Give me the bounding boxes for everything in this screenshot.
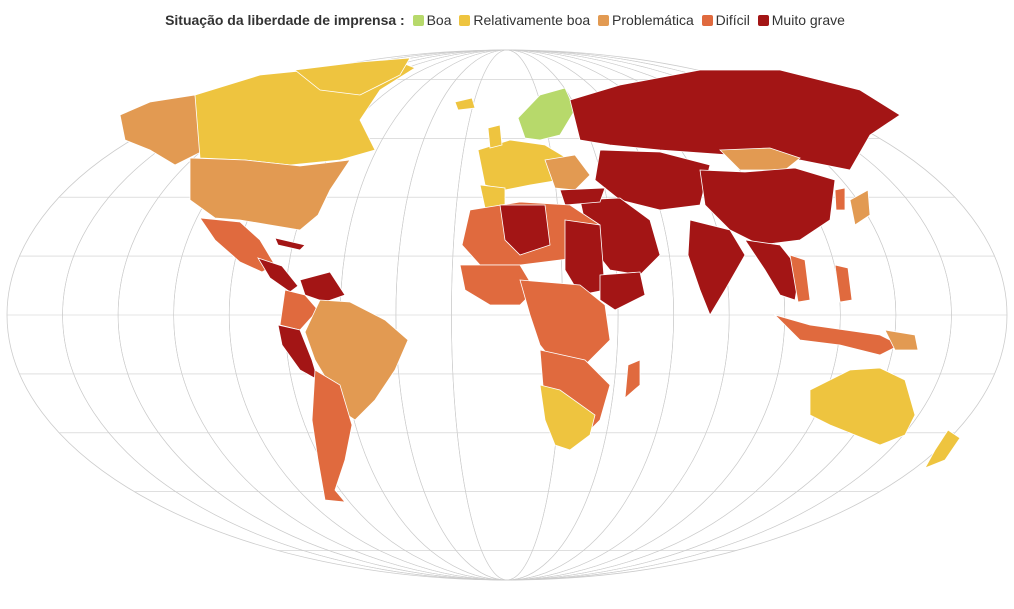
region-usa[interactable]: [189, 157, 351, 231]
legend-swatch-problematica: [598, 15, 610, 26]
world-map: [6, 49, 1008, 581]
region-brazil[interactable]: [304, 299, 409, 421]
region-iceland[interactable]: [454, 97, 476, 111]
region-japan[interactable]: [849, 189, 871, 226]
region-iberia[interactable]: [479, 184, 506, 209]
map-legend: Situação da liberdade de imprensa : Boa …: [0, 12, 1014, 28]
legend-swatch-dificil: [701, 15, 713, 26]
legend-item-muito-grave[interactable]: Muito grave: [757, 12, 845, 28]
region-philippines[interactable]: [834, 264, 853, 303]
region-korea[interactable]: [834, 187, 846, 211]
legend-label-relativamente-boa: Relativamente boa: [473, 12, 591, 28]
legend-item-relativamente-boa[interactable]: Relativamente boa: [459, 12, 590, 28]
region-colombia-ecuador[interactable]: [279, 289, 319, 331]
legend-label-boa: Boa: [426, 12, 452, 28]
region-egypt-sudan[interactable]: [564, 219, 606, 296]
region-west-africa[interactable]: [459, 264, 536, 306]
region-alaska[interactable]: [119, 94, 206, 166]
region-uk[interactable]: [487, 124, 503, 149]
region-venezuela[interactable]: [299, 271, 346, 303]
region-new-zealand[interactable]: [924, 429, 961, 469]
legend-label-muito-grave: Muito grave: [771, 12, 845, 28]
legend-title: Situação da liberdade de imprensa :: [165, 12, 405, 28]
legend-swatch-relativamente-boa: [459, 15, 471, 26]
region-russia[interactable]: [569, 69, 901, 171]
legend-item-boa[interactable]: Boa: [412, 12, 452, 28]
region-southeast-asia[interactable]: [744, 239, 801, 301]
region-cuba[interactable]: [274, 237, 306, 251]
legend-item-problematica[interactable]: Problemática: [598, 12, 694, 28]
region-greenland[interactable]: [294, 57, 411, 96]
legend-label-dificil: Difícil: [715, 12, 750, 28]
region-central-asia[interactable]: [594, 149, 711, 211]
region-nordics[interactable]: [517, 87, 576, 141]
region-madagascar[interactable]: [624, 359, 641, 399]
region-algeria-libya[interactable]: [499, 204, 551, 256]
region-argentina-chile[interactable]: [311, 369, 353, 503]
region-mongolia[interactable]: [719, 147, 801, 171]
region-horn-of-africa[interactable]: [599, 271, 646, 311]
legend-swatch-boa: [412, 15, 424, 26]
region-india[interactable]: [687, 219, 746, 316]
region-central-america[interactable]: [257, 257, 299, 293]
legend-label-problematica: Problemática: [612, 12, 694, 28]
legend-item-dificil[interactable]: Difícil: [701, 12, 750, 28]
region-south-africa[interactable]: [539, 384, 596, 451]
region-australia[interactable]: [809, 367, 916, 446]
region-eastern-europe[interactable]: [544, 154, 591, 191]
legend-swatch-muito-grave: [757, 15, 769, 26]
region-turkey[interactable]: [559, 187, 606, 206]
region-china[interactable]: [699, 167, 836, 246]
region-vietnam[interactable]: [789, 254, 811, 303]
region-papua-new-guinea[interactable]: [884, 329, 919, 351]
